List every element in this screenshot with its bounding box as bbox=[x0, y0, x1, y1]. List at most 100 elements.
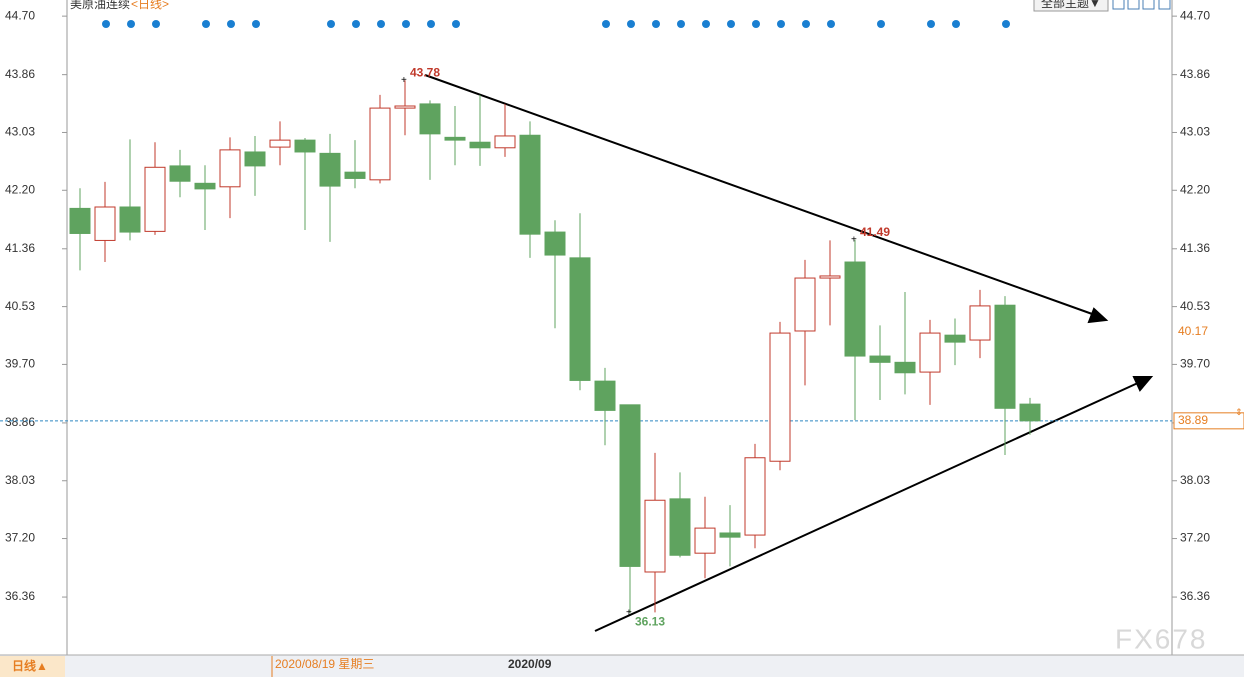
extreme-label: 43.78 bbox=[410, 65, 440, 79]
event-dot bbox=[677, 20, 685, 28]
event-dot bbox=[377, 20, 385, 28]
candle-body bbox=[969, 305, 991, 341]
period-button[interactable]: 日线▲ bbox=[12, 658, 48, 673]
candle-body bbox=[919, 332, 941, 373]
candle-body bbox=[394, 105, 416, 109]
candle-body bbox=[744, 457, 766, 536]
y-tick-label: 43.03 bbox=[5, 125, 35, 139]
event-dot bbox=[452, 20, 460, 28]
candle-body bbox=[344, 171, 366, 179]
event-dot bbox=[427, 20, 435, 28]
candle-body bbox=[319, 152, 341, 187]
event-dot bbox=[827, 20, 835, 28]
extreme-label: 36.13 bbox=[635, 614, 665, 628]
event-dot bbox=[702, 20, 710, 28]
y2-tick-label: 44.70 bbox=[1180, 8, 1210, 22]
event-dot bbox=[402, 20, 410, 28]
candle-body bbox=[994, 304, 1016, 409]
candle-body bbox=[469, 141, 491, 149]
candle-body bbox=[894, 361, 916, 374]
candle-body bbox=[819, 275, 841, 279]
candle-body bbox=[144, 166, 166, 232]
y-tick-label: 44.70 bbox=[5, 8, 35, 22]
y-tick-label: 39.70 bbox=[5, 357, 35, 371]
y2-tick-label: 43.03 bbox=[1180, 125, 1210, 139]
candle-body bbox=[444, 136, 466, 141]
y2-tick-label: 39.70 bbox=[1180, 357, 1210, 371]
candle-body bbox=[769, 332, 791, 462]
y-tick-label: 36.36 bbox=[5, 589, 35, 603]
event-dot bbox=[102, 20, 110, 28]
candle-body bbox=[419, 103, 441, 135]
candle-body bbox=[619, 404, 641, 567]
event-dot bbox=[352, 20, 360, 28]
price-marker-label: 38.89 bbox=[1178, 413, 1208, 427]
trend-lines bbox=[424, 74, 1154, 632]
event-dot bbox=[652, 20, 660, 28]
candle-body bbox=[269, 139, 291, 148]
extreme-marker: + bbox=[401, 75, 407, 86]
event-dot bbox=[152, 20, 160, 28]
event-dot bbox=[127, 20, 135, 28]
extreme-label: 41.49 bbox=[860, 225, 890, 239]
y2-tick-label: 43.86 bbox=[1180, 67, 1210, 81]
x-cursor-label: 2020/08/19 星期三 bbox=[275, 657, 374, 671]
candle-body bbox=[244, 151, 266, 167]
watermark: FX678 bbox=[1115, 623, 1208, 654]
y2-tick-label: 41.36 bbox=[1180, 241, 1210, 255]
candle-body bbox=[219, 149, 241, 188]
event-dot bbox=[627, 20, 635, 28]
candle-body bbox=[669, 498, 691, 556]
candle-body bbox=[1019, 403, 1041, 422]
y2-tick-label: 38.03 bbox=[1180, 473, 1210, 487]
candle-body bbox=[594, 380, 616, 411]
y-tick-label: 43.86 bbox=[5, 67, 35, 81]
candle-body bbox=[194, 182, 216, 190]
candle-body bbox=[794, 277, 816, 332]
event-dot bbox=[877, 20, 885, 28]
y-tick-label: 38.03 bbox=[5, 473, 35, 487]
y-tick-label: 37.20 bbox=[5, 531, 35, 545]
theme-button-box[interactable] bbox=[1033, 0, 1109, 12]
theme-button[interactable]: 全部主题▼ bbox=[1041, 0, 1101, 10]
extreme-marker: + bbox=[626, 608, 632, 619]
candle-body bbox=[719, 532, 741, 538]
candle-body bbox=[169, 165, 191, 182]
event-dot bbox=[752, 20, 760, 28]
y-tick-label: 38.86 bbox=[5, 415, 35, 429]
candle-body bbox=[944, 334, 966, 343]
candle-body bbox=[369, 107, 391, 181]
candle-body bbox=[119, 206, 141, 233]
candle-body bbox=[869, 355, 891, 363]
candle-body bbox=[519, 134, 541, 235]
y-tick-label: 40.53 bbox=[5, 299, 35, 313]
event-dot bbox=[1002, 20, 1010, 28]
candle-body bbox=[294, 139, 316, 153]
event-dot bbox=[202, 20, 210, 28]
event-dot bbox=[727, 20, 735, 28]
event-dot bbox=[227, 20, 235, 28]
y-tick-label: 42.20 bbox=[5, 182, 35, 196]
candle-body bbox=[644, 499, 666, 573]
candle-body bbox=[94, 206, 116, 241]
chart-subtitle: <日线> bbox=[131, 0, 169, 11]
candle-body bbox=[69, 207, 91, 234]
event-dot bbox=[952, 20, 960, 28]
event-dot bbox=[602, 20, 610, 28]
last-price-arrow: ⇕ bbox=[1235, 407, 1243, 417]
y2-tick-label: 40.53 bbox=[1180, 299, 1210, 313]
y2-tick-label: 37.20 bbox=[1180, 531, 1210, 545]
last-price-box bbox=[1173, 412, 1244, 430]
event-dot bbox=[252, 20, 260, 28]
candle-body bbox=[569, 257, 591, 381]
x-tick-label: 2020/09 bbox=[508, 657, 552, 671]
candle-body bbox=[544, 231, 566, 256]
candle-body bbox=[494, 135, 516, 149]
y-tick-label: 41.36 bbox=[5, 241, 35, 255]
chart-title: 美原油连续 bbox=[70, 0, 130, 11]
toolbar-icons[interactable] bbox=[1112, 0, 1171, 10]
bottom-bar bbox=[0, 655, 1244, 677]
period-button-box[interactable] bbox=[0, 656, 65, 677]
